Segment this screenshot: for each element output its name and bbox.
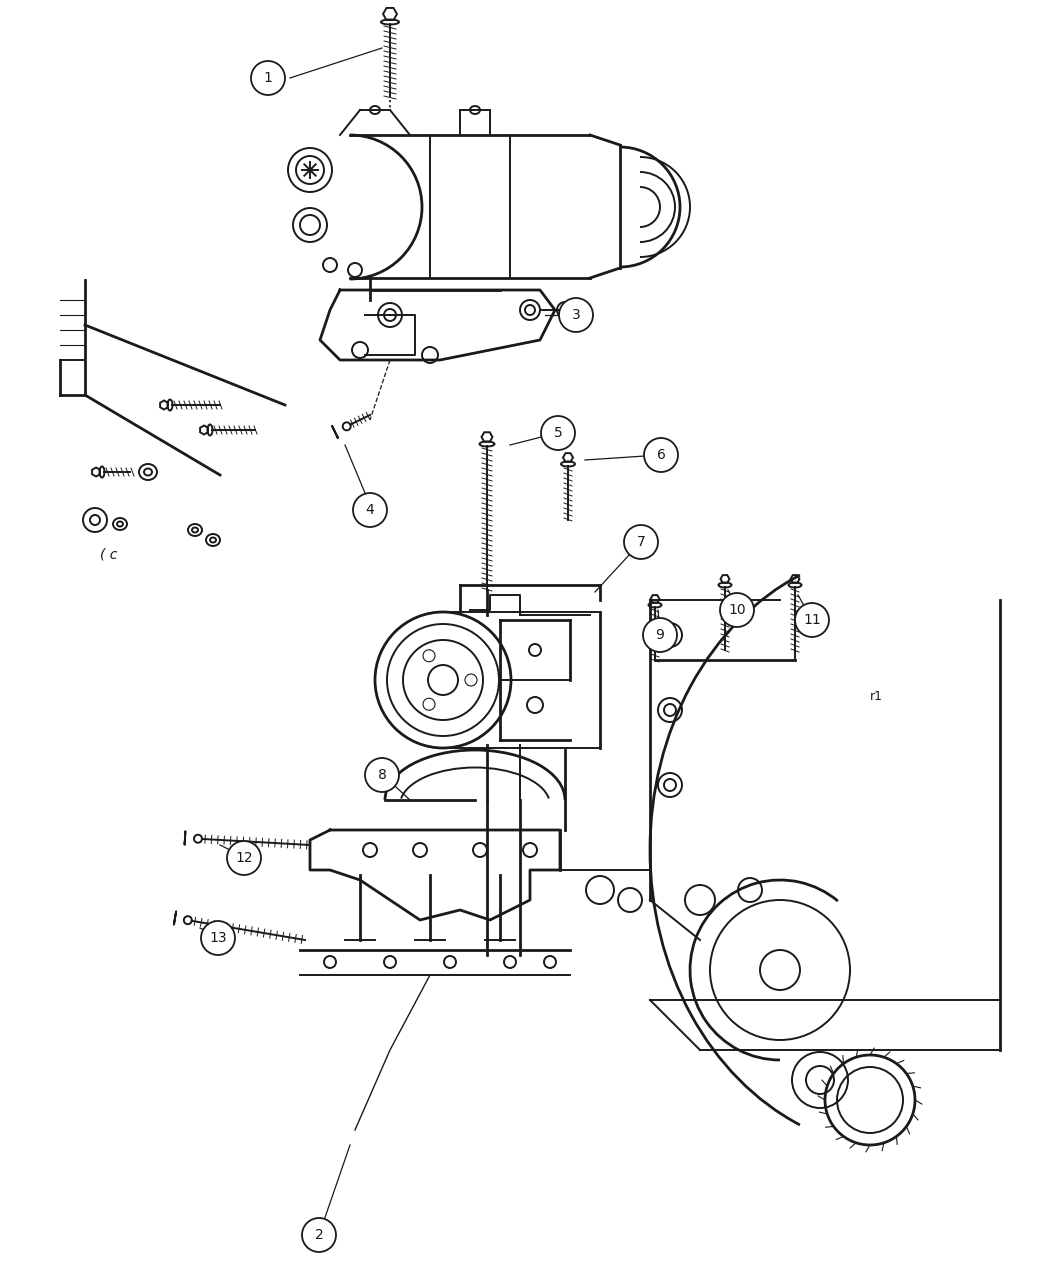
Circle shape [251, 61, 285, 95]
Text: 11: 11 [803, 613, 821, 627]
Text: 6: 6 [656, 448, 666, 462]
Text: 1: 1 [264, 72, 272, 84]
Circle shape [624, 524, 658, 559]
Text: ( c: ( c [100, 547, 118, 561]
Text: 10: 10 [728, 602, 746, 616]
Circle shape [227, 842, 261, 875]
Circle shape [720, 593, 754, 627]
Text: 7: 7 [636, 535, 645, 549]
Circle shape [559, 298, 593, 333]
Text: 8: 8 [378, 767, 386, 781]
Text: 9: 9 [655, 628, 665, 642]
Circle shape [541, 416, 575, 450]
Text: 12: 12 [236, 851, 252, 865]
Circle shape [201, 921, 235, 955]
Text: 4: 4 [366, 503, 375, 517]
Text: 5: 5 [553, 426, 563, 440]
Text: r1: r1 [870, 689, 883, 703]
Circle shape [365, 758, 399, 792]
Text: 13: 13 [209, 931, 227, 945]
Circle shape [643, 618, 677, 652]
Circle shape [644, 437, 677, 472]
Text: 2: 2 [315, 1228, 323, 1242]
Text: 3: 3 [571, 308, 581, 322]
Circle shape [302, 1218, 336, 1252]
Circle shape [795, 602, 829, 637]
Circle shape [353, 492, 387, 527]
